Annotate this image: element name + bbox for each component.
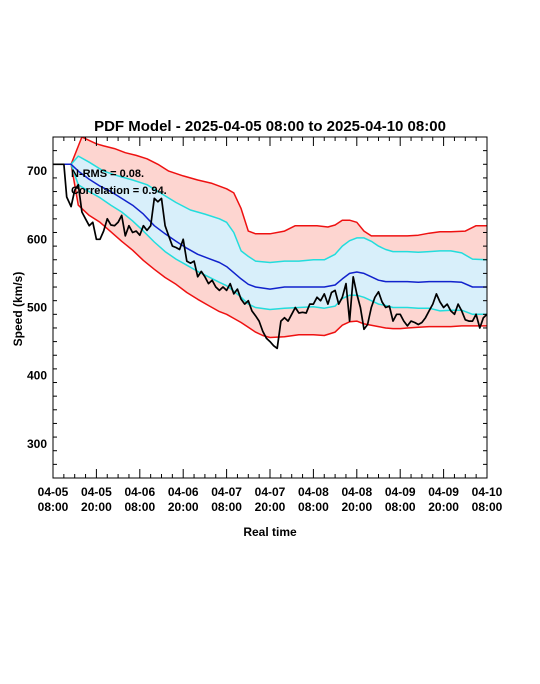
series-line-observed [53, 163, 487, 350]
y-tick-label: 300 [27, 437, 47, 451]
x-tick-label-date: 04-10 [472, 485, 503, 499]
series-line-median [53, 163, 487, 290]
x-tick-label-time: 20:00 [341, 500, 372, 514]
x-tick-label-time: 08:00 [298, 500, 329, 514]
x-tick-label-date: 04-05 [38, 485, 69, 499]
annotation-correlation: Correlation = 0.94. [71, 185, 167, 197]
x-tick-label-time: 20:00 [428, 500, 459, 514]
annotation-nrms: N-RMS = 0.08. [71, 168, 144, 180]
x-tick-label-time: 08:00 [211, 500, 242, 514]
y-tick-label: 700 [27, 164, 47, 178]
x-tick-label-date: 04-08 [298, 485, 329, 499]
x-tick-label-time: 08:00 [124, 500, 155, 514]
x-tick-label-date: 04-09 [385, 485, 416, 499]
plot-area: 30040050060070004-0508:0004-0520:0004-06… [27, 136, 503, 514]
x-tick-label-date: 04-06 [168, 485, 199, 499]
y-tick-label: 600 [27, 232, 47, 246]
x-tick-label-date: 04-09 [428, 485, 459, 499]
x-tick-label-time: 08:00 [385, 500, 416, 514]
series-line-lower-inner [53, 163, 487, 316]
x-tick-label-date: 04-06 [124, 485, 155, 499]
x-tick-label-time: 20:00 [81, 500, 112, 514]
x-tick-label-date: 04-07 [211, 485, 242, 499]
x-tick-label-date: 04-05 [81, 485, 112, 499]
inner-band [53, 156, 487, 315]
x-tick-label-time: 08:00 [38, 500, 69, 514]
x-tick-label-date: 04-07 [255, 485, 286, 499]
x-axis-label: Real time [243, 525, 297, 539]
y-tick-label: 500 [27, 301, 47, 315]
y-axis-label: Speed (km/s) [11, 272, 25, 347]
x-tick-label-time: 20:00 [255, 500, 286, 514]
chart-title: PDF Model - 2025-04-05 08:00 to 2025-04-… [94, 118, 446, 135]
x-tick-label-time: 20:00 [168, 500, 199, 514]
x-tick-label-time: 08:00 [472, 500, 503, 514]
series-line-upper-inner [53, 155, 487, 264]
x-tick-label-date: 04-08 [341, 485, 372, 499]
y-tick-label: 400 [27, 369, 47, 383]
series-line-upper-outer [53, 137, 487, 237]
